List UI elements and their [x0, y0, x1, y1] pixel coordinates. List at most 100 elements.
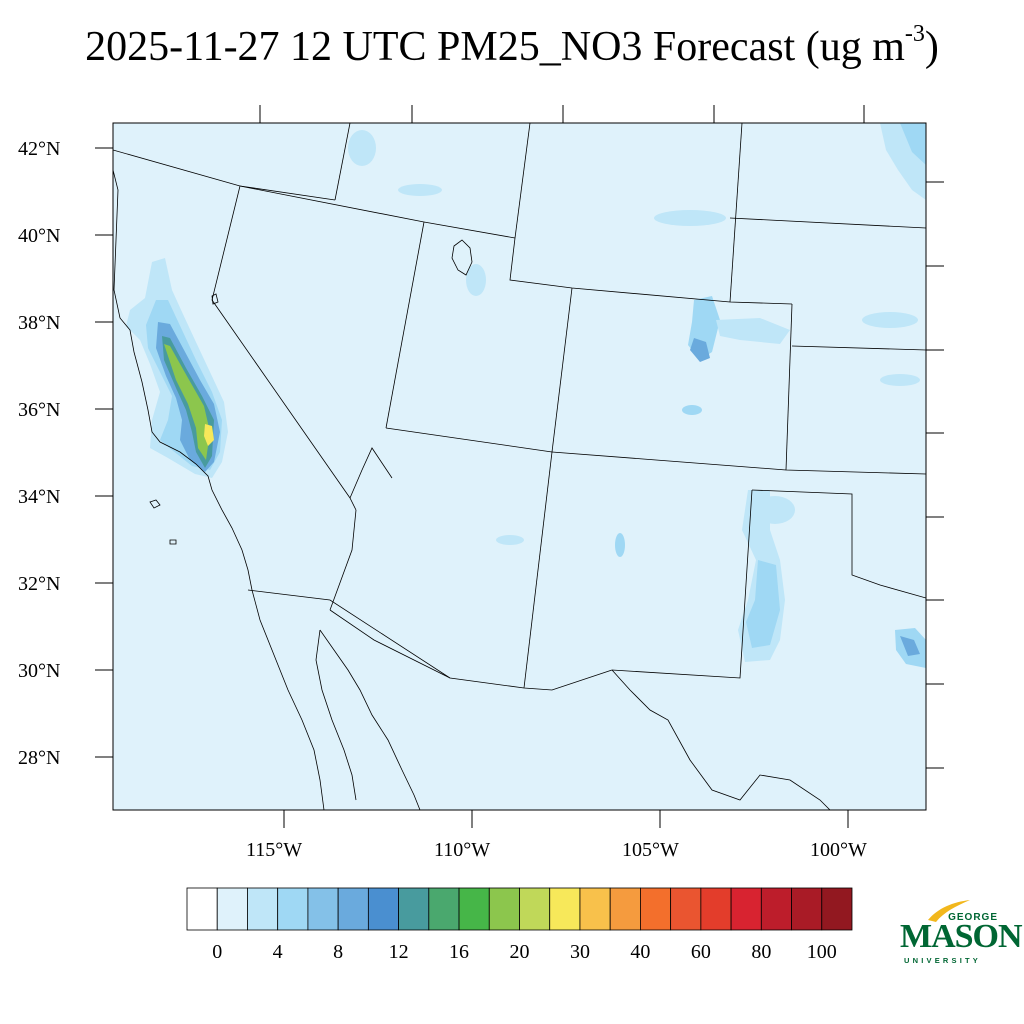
logo-mason-text: MASON — [900, 918, 1023, 955]
oklahoma-patch — [880, 374, 920, 386]
logo-flame-icon — [928, 900, 970, 922]
idaho-patch — [348, 130, 376, 166]
colorbar-swatch-11 — [519, 887, 551, 931]
colorbar-swatch-19 — [760, 887, 792, 931]
new-mexico-patch — [615, 533, 625, 557]
colorbar-swatch-21 — [821, 887, 853, 931]
wyoming-patch — [654, 210, 726, 226]
logo-george-text: GEORGE — [948, 912, 998, 923]
pacific-coastline — [113, 169, 325, 810]
boundaries — [113, 123, 926, 810]
id-mt-wy — [514, 123, 531, 239]
concentration-field — [126, 123, 926, 668]
colorbar-swatch-20 — [791, 887, 823, 931]
colorbar-swatch-8 — [428, 887, 460, 931]
colorbar-swatch-13 — [579, 887, 611, 931]
nevada-patch — [398, 184, 442, 196]
lake-tahoe — [211, 293, 219, 305]
colorbar-swatch-9 — [458, 887, 490, 931]
west-texas-patch-core — [746, 560, 780, 648]
colorado-patch-core — [690, 338, 710, 362]
lat-ticks — [95, 147, 113, 758]
colorbar-label: 0 — [212, 941, 223, 963]
colorbar-label: 20 — [509, 941, 530, 963]
colorbar-swatch-17 — [700, 887, 732, 931]
colorbar-label: 80 — [751, 941, 772, 963]
lon-label-115w: 115°W — [246, 839, 303, 861]
map-frame — [112, 122, 927, 811]
central-valley-plume-yellow — [204, 424, 214, 446]
right-ticks — [926, 181, 944, 769]
colorbar-label: 4 — [272, 941, 283, 963]
ok-tx-border — [751, 489, 926, 599]
utah-patch — [466, 264, 486, 296]
ne-ks-border — [791, 345, 926, 351]
colorbar-swatch-3 — [277, 887, 309, 931]
colorbar-swatch-5 — [337, 887, 369, 931]
texas-panhandle-patch — [755, 496, 795, 524]
lat-label-38n: 38°N — [18, 312, 61, 334]
colorbar-label: 16 — [449, 941, 470, 963]
us-mexico-border — [247, 589, 613, 691]
lat-label-42n: 42°N — [18, 138, 61, 160]
top-ticks — [259, 105, 865, 123]
lat-label-32n: 32°N — [18, 573, 61, 595]
northern-plains-patch-core — [900, 123, 926, 165]
colorbar-swatch-2 — [247, 887, 279, 931]
colorbar-swatch-12 — [549, 887, 581, 931]
nv-ca-border — [211, 185, 357, 511]
map-background — [113, 123, 926, 810]
colorbar-swatch-6 — [367, 887, 399, 931]
colorbar-swatch-18 — [730, 887, 762, 931]
az-nm-border — [523, 451, 553, 689]
colorbar-label: 8 — [333, 941, 344, 963]
baja-east-coast — [315, 629, 357, 801]
colorado-east-patch — [716, 318, 790, 344]
colorbar-swatch-4 — [307, 887, 339, 931]
colorbar-swatch-7 — [398, 887, 430, 931]
kansas-patch — [862, 312, 918, 328]
colorbar-label: 60 — [690, 941, 711, 963]
sonora-border — [329, 609, 451, 679]
lat-label-40n: 40°N — [18, 225, 61, 247]
title-text: 2025-11-27 12 UTC PM25_NO3 Forecast (ug … — [85, 24, 905, 70]
co-ks-border — [785, 303, 793, 471]
nm-tx-border — [611, 489, 753, 679]
colorbar — [186, 887, 853, 931]
colorbar-swatch-16 — [670, 887, 702, 931]
sd-ne-border — [729, 217, 926, 229]
gmu-logo: GEORGE MASON UNIVERSITY — [898, 898, 1023, 968]
lon-label-110w: 110°W — [434, 839, 491, 861]
colorbar-label: 100 — [806, 941, 837, 963]
lat-label-28n: 28°N — [18, 747, 61, 769]
central-valley-plume-green — [164, 344, 210, 460]
gulf-of-california-coast — [319, 629, 421, 810]
logo-university-text: UNIVERSITY — [904, 956, 982, 965]
nv-ut-border — [385, 221, 425, 429]
colorbar-swatch-14 — [609, 887, 641, 931]
az-ca-border — [329, 509, 357, 611]
map-title: 2025-11-27 12 UTC PM25_NO3 Forecast (ug … — [0, 22, 1024, 70]
arizona-patch — [496, 535, 524, 545]
lon-label-105w: 105°W — [622, 839, 679, 861]
colorado-river — [349, 447, 393, 499]
id-wy-border — [334, 123, 351, 201]
colorbar-label: 30 — [569, 941, 590, 963]
rio-grande — [611, 669, 831, 810]
bottom-ticks — [283, 810, 849, 828]
channel-islands — [149, 499, 177, 545]
great-salt-lake — [451, 239, 473, 276]
ut-az-border — [385, 427, 553, 453]
east-texas-patch-core — [900, 636, 920, 656]
lat-label-34n: 34°N — [18, 486, 61, 508]
lon-label-100w: 100°W — [810, 839, 867, 861]
colorbar-swatch-1 — [216, 887, 248, 931]
colorbar-swatch-10 — [488, 887, 520, 931]
colorbar-label: 40 — [630, 941, 651, 963]
title-close: ) — [924, 24, 939, 70]
lat-label-30n: 30°N — [18, 660, 61, 682]
title-superscript: -3 — [904, 21, 925, 47]
colorbar-swatch-0 — [186, 887, 218, 931]
wy-east — [729, 123, 743, 303]
